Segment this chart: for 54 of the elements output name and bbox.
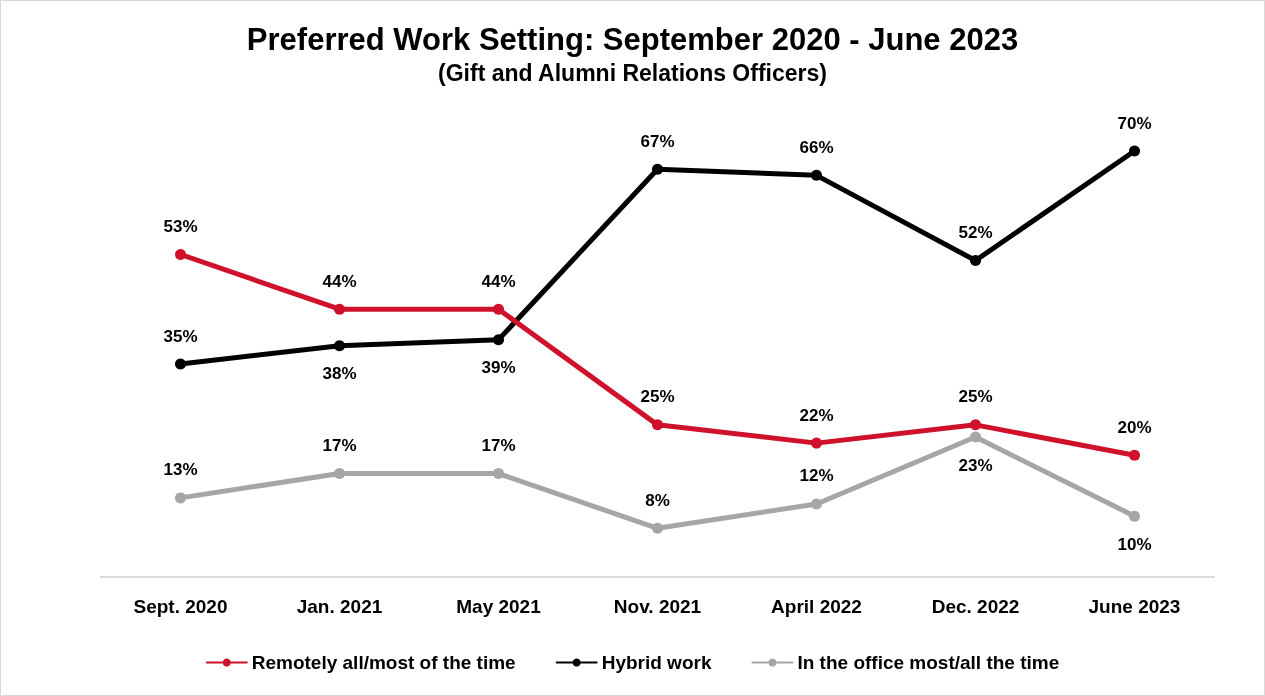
point [175, 248, 186, 260]
data-label: 25% [640, 387, 675, 407]
x-tick-label: May 2021 [456, 596, 542, 617]
legend-label: Remotely all/most of the time [251, 652, 516, 673]
point [970, 255, 981, 267]
point [334, 340, 345, 352]
point [652, 163, 663, 175]
data-label: 23% [958, 455, 993, 475]
x-tick-label: Sept. 2020 [133, 596, 228, 617]
data-label: 35% [163, 326, 198, 346]
data-label: 8% [645, 490, 670, 510]
data-label: 38% [322, 364, 357, 384]
x-tick-label: April 2022 [771, 596, 862, 617]
data-label: 25% [958, 387, 993, 407]
point [334, 468, 345, 480]
point [811, 498, 822, 510]
data-label: 22% [799, 405, 834, 425]
chart-title: Preferred Work Setting: September 2020 - June 2023 [246, 22, 1019, 57]
data-label: 70% [1117, 113, 1152, 133]
legend-label: In the office most/all the time [797, 652, 1060, 673]
point [334, 303, 345, 315]
point [175, 358, 186, 370]
point [493, 334, 504, 346]
x-tick-label: Nov. 2021 [613, 596, 702, 617]
data-label: 52% [958, 223, 993, 243]
data-label: 66% [799, 137, 834, 157]
data-label: 13% [163, 460, 198, 480]
data-label: 53% [163, 216, 198, 236]
point [493, 303, 504, 315]
data-label: 67% [640, 131, 675, 151]
point [493, 468, 504, 480]
point [1129, 145, 1140, 157]
chart-subtitle: (Gift and Alumni Relations Officers) [438, 59, 827, 86]
x-tick-label: Dec. 2022 [931, 596, 1020, 617]
point [652, 522, 663, 534]
data-label: 17% [322, 436, 357, 456]
point [970, 431, 981, 443]
point [1129, 510, 1140, 522]
x-tick-label: June 2023 [1088, 596, 1181, 617]
point [970, 419, 981, 431]
data-label: 12% [799, 466, 834, 486]
point [652, 419, 663, 431]
data-label: 44% [322, 271, 357, 291]
x-tick-label: Jan. 2021 [296, 596, 383, 617]
point [175, 492, 186, 504]
legend-label: Hybrid work [601, 652, 712, 673]
data-label: 10% [1117, 534, 1152, 554]
point [811, 437, 822, 449]
point [1129, 449, 1140, 461]
data-label: 17% [481, 436, 516, 456]
data-label: 39% [481, 358, 516, 378]
data-label: 44% [481, 271, 516, 291]
point [811, 169, 822, 181]
data-label: 20% [1117, 417, 1152, 437]
